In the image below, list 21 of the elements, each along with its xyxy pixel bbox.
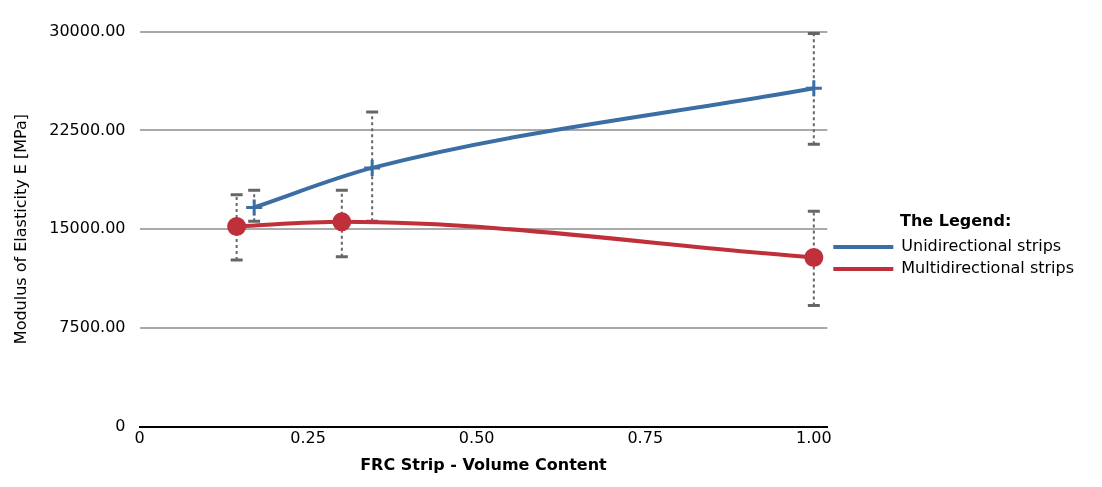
- point: [332, 212, 352, 232]
- x-tick-label: 0.50: [458, 428, 495, 448]
- legend-label: Multidirectional strips: [901, 258, 1074, 278]
- legend-title: The Legend:: [899, 211, 1012, 231]
- y-axis-title: Modulus of Elasticity E [MPa]: [10, 114, 30, 345]
- x-tick-label: 0: [134, 428, 145, 448]
- point: [227, 216, 247, 236]
- x-tick-label: 0.25: [290, 428, 326, 448]
- y-tick-label: 22500.00: [49, 119, 126, 139]
- y-tick-label: 15000.00: [49, 218, 126, 238]
- legend-label: Unidirectional strips: [901, 236, 1062, 256]
- y-tick-label: 0: [115, 415, 126, 435]
- point: [244, 197, 264, 217]
- point: [804, 247, 824, 267]
- x-tick-label: 0.75: [627, 428, 664, 448]
- y-tick-label: 30000.00: [49, 20, 126, 40]
- point: [362, 158, 382, 178]
- x-tick-label: 1.00: [796, 428, 832, 448]
- x-axis-title: FRC Strip - Volume Content: [360, 454, 608, 474]
- y-tick-label: 7500.00: [59, 317, 126, 337]
- point: [804, 78, 824, 98]
